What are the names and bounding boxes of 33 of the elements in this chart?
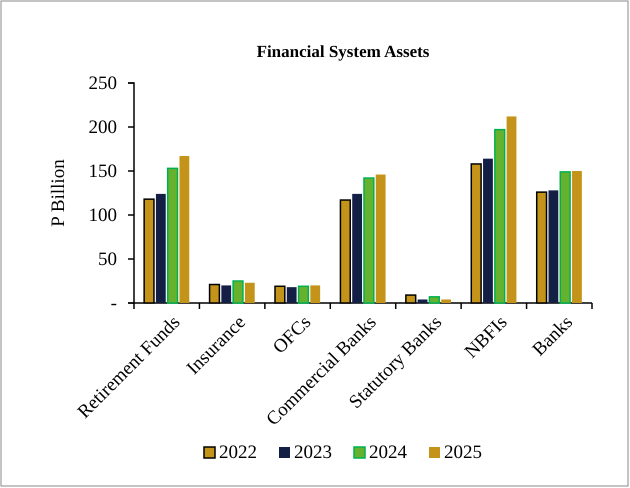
bar [572,171,582,303]
y-tick-label: 50 [98,249,117,270]
bar [506,116,516,303]
bar [221,285,232,303]
legend-label: 2023 [294,442,332,463]
bar [244,282,255,303]
bar [494,128,506,304]
bar [548,190,558,303]
bar [156,194,166,303]
bar [441,299,451,303]
bar [428,296,440,304]
bar [232,280,244,304]
bar [483,158,493,303]
legend-label: 2022 [219,442,257,463]
y-tick-label: 100 [88,205,117,226]
bar [376,174,386,303]
bar [166,168,178,304]
y-axis-title: P Billion [48,158,69,227]
bar [310,285,320,303]
bar [352,194,362,303]
bar [363,177,375,304]
bar [179,156,190,303]
bar [560,171,571,304]
chart-title: Financial System Assets [256,42,430,61]
legend-label: 2024 [369,442,408,463]
legend-label: 2025 [444,442,482,463]
y-tick-label: 250 [88,73,117,94]
y-tick-label: 200 [88,117,117,138]
bar [418,299,428,303]
bar [286,287,297,303]
y-tick-label: 150 [88,161,117,182]
y-tick-label: - [110,293,117,314]
bar [298,286,310,304]
